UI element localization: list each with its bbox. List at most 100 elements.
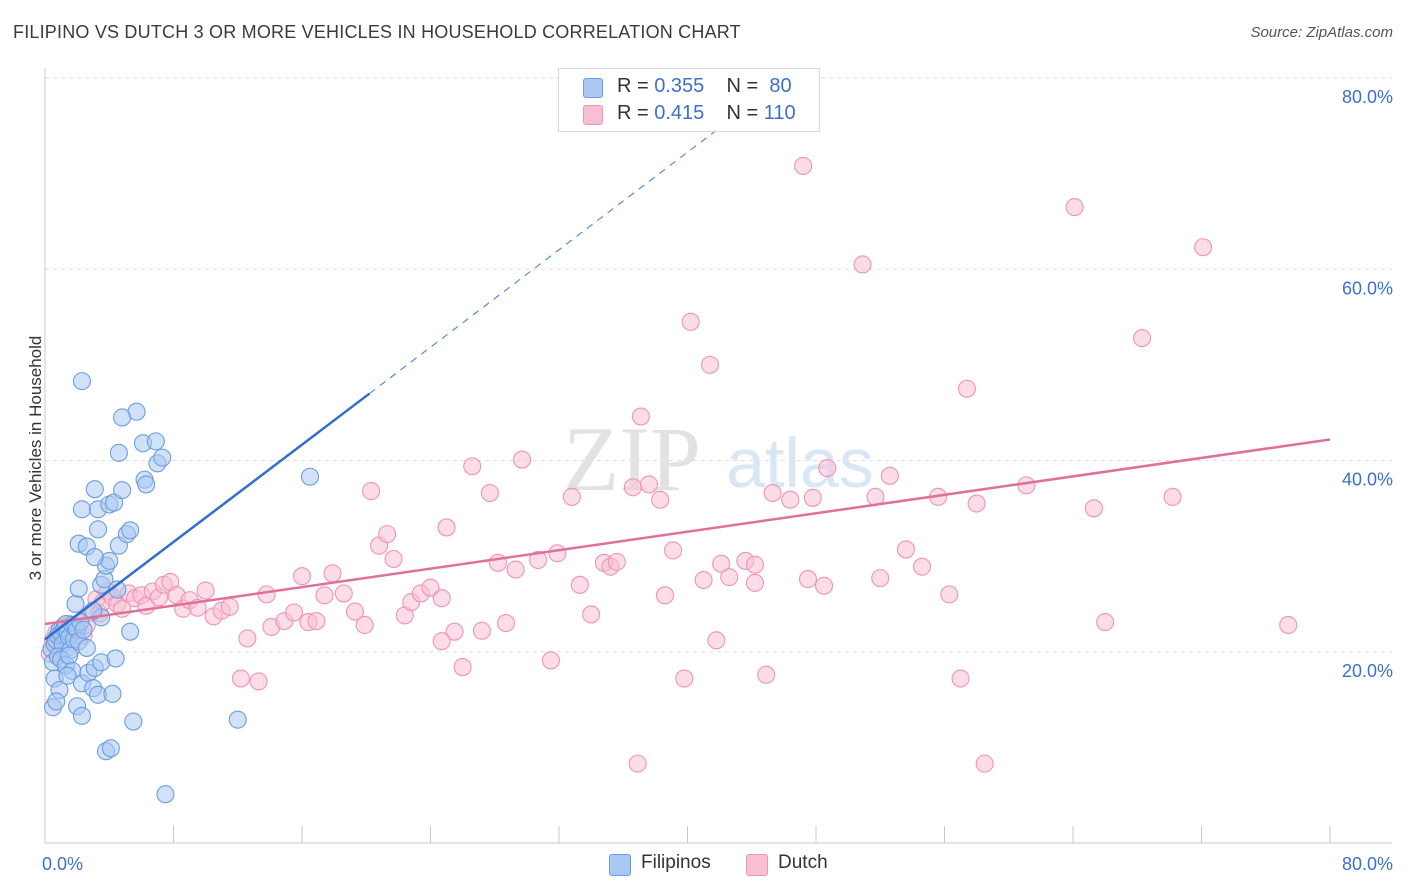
dutch-legend-label: Dutch: [778, 852, 828, 873]
x-tick-label-min: 0.0%: [42, 854, 83, 874]
dutch-point: [378, 525, 397, 544]
dutch-point: [463, 457, 482, 476]
filipinos-point: [106, 649, 125, 668]
dutch-point: [757, 665, 776, 684]
dutch-point: [548, 544, 567, 563]
dutch-point: [720, 568, 739, 587]
dutch-point: [781, 490, 800, 509]
dutch-point: [951, 669, 970, 688]
y-tick-label: 80.0%: [1342, 87, 1393, 107]
dutch-point: [1017, 476, 1036, 495]
dutch-point: [249, 672, 268, 691]
dutch-point: [307, 612, 326, 631]
filipinos-trend-line: [44, 392, 371, 641]
dutch-point: [284, 603, 304, 622]
filipinos-point: [121, 622, 140, 641]
filipinos-point: [85, 480, 104, 499]
dutch-r-label: R =: [617, 102, 649, 124]
dutch-point: [1279, 615, 1298, 635]
dutch-point: [700, 355, 720, 374]
filipinos-point: [74, 620, 93, 639]
dutch-point: [496, 614, 516, 633]
dutch-point: [975, 754, 994, 773]
dutch-point: [896, 540, 916, 559]
filipinos-point: [72, 706, 91, 725]
dutch-swatch: [583, 105, 603, 125]
dutch-point: [712, 554, 731, 573]
dutch-point: [1065, 198, 1084, 217]
dutch-point: [529, 550, 548, 570]
dutch-point: [445, 622, 464, 641]
filipinos-n-value: 80: [769, 75, 792, 97]
filipinos-point: [72, 372, 91, 391]
filipinos-point: [113, 481, 132, 500]
dutch-point: [681, 312, 700, 331]
dutch-point: [745, 555, 765, 574]
dutch-point: [628, 754, 647, 773]
filipinos-trend-extension: [369, 109, 745, 395]
filipinos-swatch: [583, 78, 603, 98]
tick-labels: 20.0% 40.0% 60.0% 80.0% 0.0% 80.0%: [42, 87, 1393, 874]
dutch-point: [238, 629, 257, 648]
dutch-point: [967, 494, 986, 513]
correlation-legend: R = 0.355 N = 80 R = 0.415 N = 110: [558, 68, 820, 132]
y-tick-label: 20.0%: [1342, 661, 1393, 681]
filipinos-point: [137, 475, 156, 494]
filipinos-point: [124, 712, 143, 731]
filipinos-n-label: N =: [726, 75, 759, 97]
dutch-point: [814, 576, 834, 595]
dutch-point: [472, 621, 491, 640]
y-axis-label: 3 or more Vehicles in Household: [26, 335, 45, 581]
dutch-r-value: 0.415: [654, 102, 705, 124]
filipinos-point: [58, 666, 77, 685]
dutch-point: [631, 407, 650, 426]
filipinos-point: [72, 500, 91, 519]
dutch-point: [745, 573, 765, 592]
dutch-point: [663, 541, 683, 560]
dutch-point: [794, 156, 813, 176]
dutch-point: [196, 581, 215, 600]
source-label: Source: ZipAtlas.com: [1250, 24, 1393, 41]
filipinos-r-value: 0.355: [654, 75, 705, 97]
filipinos-legend-swatch: [609, 854, 631, 876]
dutch-point: [639, 475, 659, 494]
filipinos-point: [66, 594, 85, 613]
dutch-trend-line: [44, 438, 1331, 626]
dutch-point: [675, 669, 694, 688]
dutch-point: [940, 585, 959, 604]
dutch-point: [694, 570, 713, 590]
filipinos-r-label: R =: [617, 75, 649, 97]
dutch-point: [432, 632, 451, 651]
dutch-point: [707, 631, 726, 650]
dutch-point: [362, 482, 381, 501]
dutch-point: [355, 615, 374, 635]
filipinos-point: [85, 548, 104, 567]
filipinos-point: [69, 579, 88, 598]
dutch-point: [506, 560, 525, 579]
dutch-point: [623, 478, 642, 497]
filipinos-point: [121, 521, 140, 540]
dutch-point: [651, 490, 670, 509]
dutch-point: [231, 669, 251, 688]
filipinos-legend-label: Filipinos: [641, 852, 711, 873]
dutch-point: [957, 379, 977, 398]
filipinos-point: [113, 408, 132, 427]
filipinos-point: [88, 520, 108, 539]
dutch-point: [292, 567, 312, 586]
dutch-point: [880, 466, 899, 485]
dutch-point: [1163, 487, 1182, 506]
dutch-point: [582, 605, 601, 624]
dutch-point: [257, 585, 276, 604]
dutch-point: [384, 549, 403, 569]
dutch-point: [1096, 613, 1115, 632]
filipinos-point: [153, 448, 172, 467]
chart-title: FILIPINO VS DUTCH 3 OR MORE VEHICLES IN …: [13, 22, 741, 42]
dutch-point: [1133, 329, 1152, 348]
dutch-point: [432, 589, 451, 608]
filipinos-point: [109, 443, 128, 462]
dutch-point: [562, 487, 581, 506]
dutch-point: [513, 450, 532, 469]
watermark: ZIP atlas: [563, 408, 874, 510]
filipinos-point: [146, 432, 165, 451]
